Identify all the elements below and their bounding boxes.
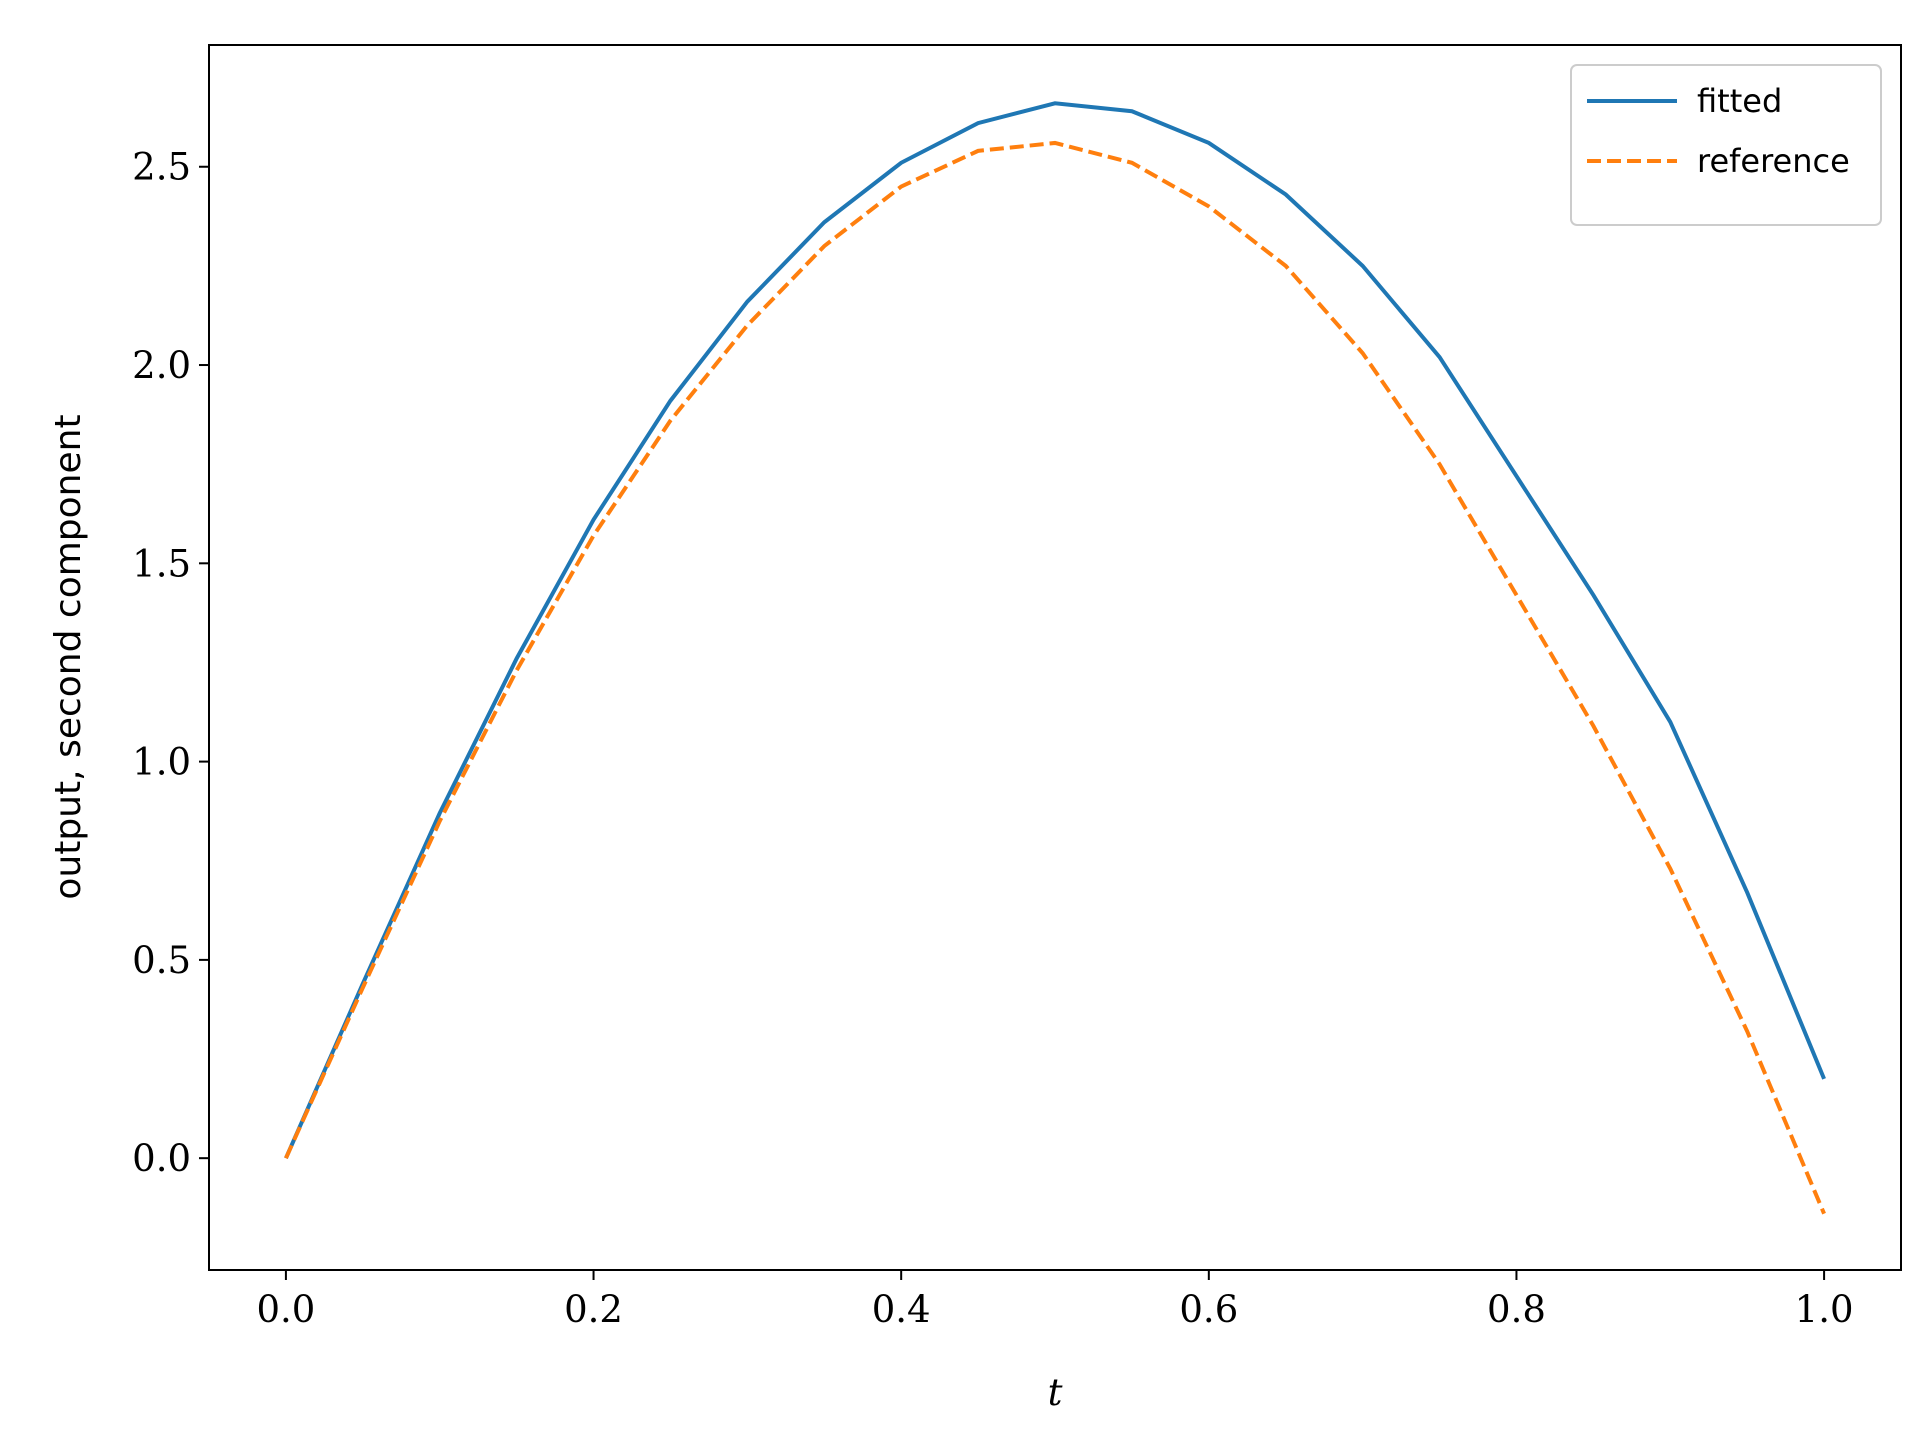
- x-tick-label: 0.6: [1179, 1288, 1238, 1331]
- y-tick-label: 1.5: [132, 542, 191, 585]
- x-tick-label: 0.8: [1487, 1288, 1546, 1331]
- x-tick-label: 0.2: [564, 1288, 623, 1331]
- y-tick-label: 0.0: [132, 1137, 191, 1180]
- legend-box: [1570, 64, 1882, 226]
- legend-label: fitted: [1697, 82, 1782, 120]
- y-tick-label: 1.0: [132, 741, 191, 784]
- x-tick-label: 1.0: [1795, 1288, 1854, 1331]
- series-line: [284, 101, 1826, 1159]
- y-tick-label: 2.5: [132, 146, 191, 189]
- x-axis-label: t: [1048, 1371, 1063, 1414]
- legend-label: reference: [1697, 142, 1850, 180]
- x-tick-label: 0.4: [872, 1288, 931, 1331]
- y-axis-label: output, second component: [48, 414, 89, 899]
- y-tick-label: 0.5: [132, 939, 191, 982]
- y-tick-label: 2.0: [132, 344, 191, 387]
- series-line: [284, 140, 1826, 1215]
- plot-frame: [208, 44, 1902, 1271]
- x-tick-label: 0.0: [256, 1288, 315, 1331]
